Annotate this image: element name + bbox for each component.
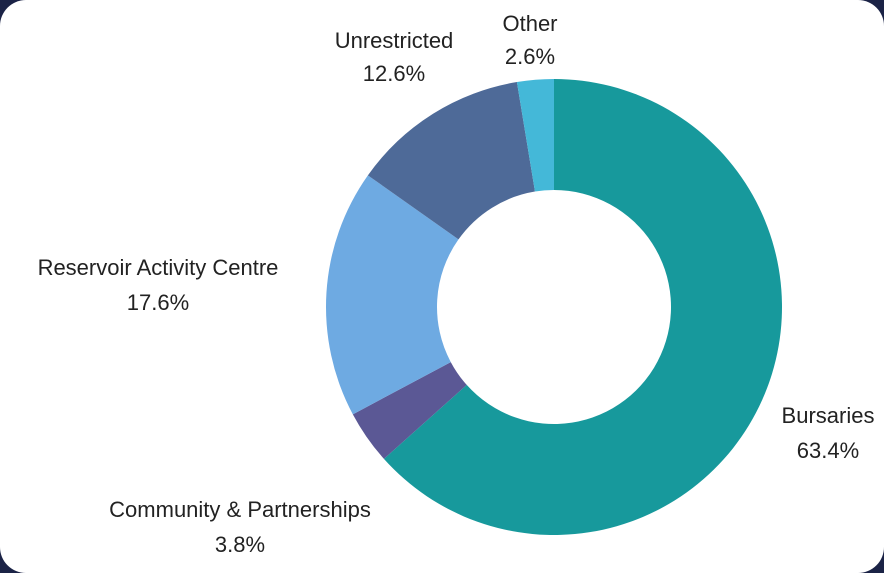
slice-value-label: 12.6% bbox=[363, 61, 425, 86]
slice-value-label: 17.6% bbox=[127, 290, 189, 315]
slice-bursaries bbox=[383, 79, 782, 535]
slice-value-label: 2.6% bbox=[505, 44, 555, 69]
slice-name-label: Community & Partnerships bbox=[109, 497, 371, 522]
slice-reservoir-activity-centre bbox=[325, 175, 459, 415]
slice-name-label: Other bbox=[502, 11, 557, 36]
slice-name-label: Reservoir Activity Centre bbox=[38, 255, 279, 280]
slice-value-label: 3.8% bbox=[215, 532, 265, 553]
slice-labels: Bursaries 63.4% Community & Partnerships 3.… bbox=[38, 11, 875, 553]
slice-other bbox=[516, 79, 554, 192]
donut-chart: Bursaries 63.4% Community & Partnerships 3.… bbox=[38, 11, 875, 553]
slice-value-label: 63.4% bbox=[797, 438, 859, 463]
slice-name-label: Bursaries bbox=[782, 403, 875, 428]
slice-unrestricted bbox=[367, 82, 535, 240]
slice-community-partnerships bbox=[352, 362, 467, 459]
donut-slices bbox=[325, 79, 782, 535]
slice-name-label: Unrestricted bbox=[335, 28, 454, 53]
